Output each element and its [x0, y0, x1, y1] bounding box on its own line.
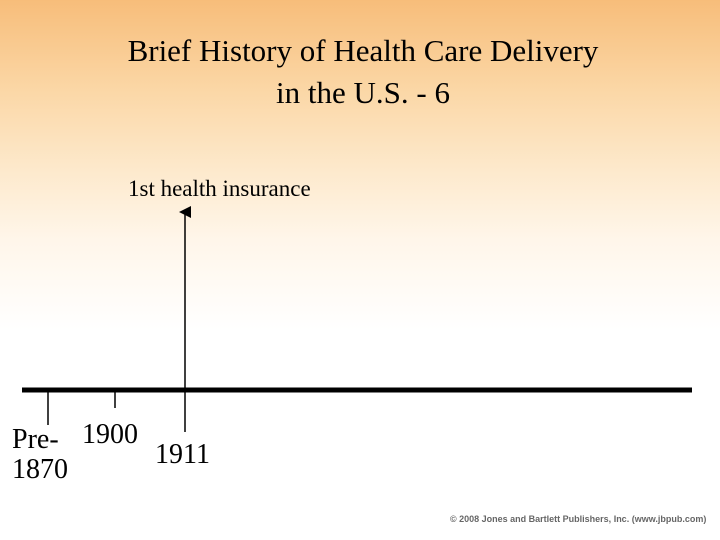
tick-label-pre1870-line1: Pre- [12, 424, 59, 455]
tick-label-1900: 1900 [82, 419, 138, 450]
tick-label-1911: 1911 [155, 439, 210, 470]
tick-label-pre1870-line2: 1870 [12, 454, 68, 485]
event-label-health-insurance: 1st health insurance [128, 176, 311, 201]
title-line-2: in the U.S. - 6 [276, 75, 450, 110]
copyright-notice: © 2008 Jones and Bartlett Publishers, In… [450, 514, 707, 524]
title-line-1: Brief History of Health Care Delivery [127, 33, 599, 68]
slide-title: Brief History of Health Care Delivery in… [0, 30, 720, 114]
tick-label-pre1870: Pre- 1870 [12, 425, 68, 485]
